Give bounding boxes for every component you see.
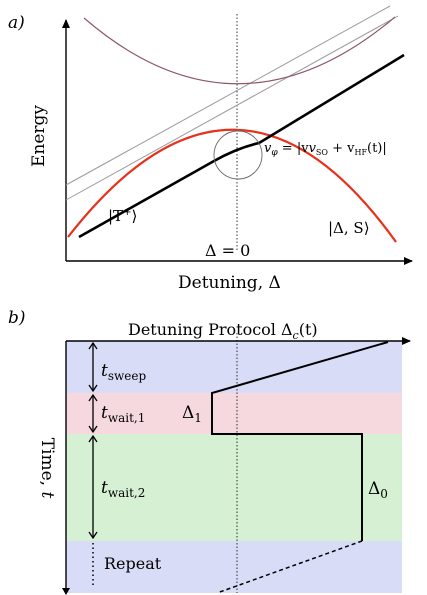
panel-b: b) Detuning Protocol Δc(t) Time, t [8, 308, 411, 595]
band-wait2 [66, 434, 402, 541]
velocity-eq: = |v [278, 141, 310, 156]
velocity-t: (t)| [367, 141, 387, 156]
upper-branch [83, 16, 396, 85]
velocity-plus: + v [328, 141, 355, 156]
grey-line-upper [65, 5, 391, 186]
label-t-wait1: twait,1 [101, 403, 145, 425]
band-wait1 [66, 393, 402, 434]
band-sweep [66, 341, 402, 393]
state-t-plus-label: |T+⟩ [108, 207, 137, 225]
grey-line-lower [65, 15, 399, 201]
detuning-axis-label: Detuning, Δ [178, 273, 281, 293]
panel-a: a) vφ = |vvSO + vHF(t)| |T+⟩ |Δ, S⟩ Δ = … [8, 5, 413, 293]
velocity-phi: φ [271, 148, 278, 158]
anticrossing-circle [213, 130, 263, 180]
band-repeat [66, 541, 402, 593]
protocol-path-repeat [216, 540, 363, 594]
bracket-wait1 [88, 393, 98, 434]
panel-b-label: b) [8, 308, 26, 328]
velocity-v: v [264, 141, 272, 156]
velocity-hf: HF [354, 148, 367, 157]
delta0-label: Δ0 [368, 479, 388, 501]
bracket-wait2 [88, 434, 98, 540]
label-t-sweep: tsweep [101, 361, 146, 383]
protocol-title: Detuning Protocol Δc(t) [128, 320, 318, 342]
time-axis-label: Time, t [37, 438, 57, 499]
protocol-path [211, 341, 389, 541]
panel-a-label: a) [8, 13, 25, 33]
state-delta-s-label: |Δ, S⟩ [328, 219, 370, 237]
time-axis-arrowhead [62, 588, 70, 595]
velocity-eq-v: v [309, 141, 317, 156]
energy-axis-label: Energy [29, 105, 49, 167]
label-t-wait2: twait,2 [101, 478, 145, 500]
label-repeat: Repeat [104, 554, 162, 573]
velocity-so: SO [316, 148, 328, 157]
bracket-sweep [88, 341, 98, 393]
delta1-label: Δ1 [182, 403, 202, 425]
red-branch [67, 128, 397, 243]
velocity-label: vφ = |vvSO + vHF(t)| [264, 141, 387, 158]
zero-detuning-label: Δ = 0 [205, 241, 250, 260]
